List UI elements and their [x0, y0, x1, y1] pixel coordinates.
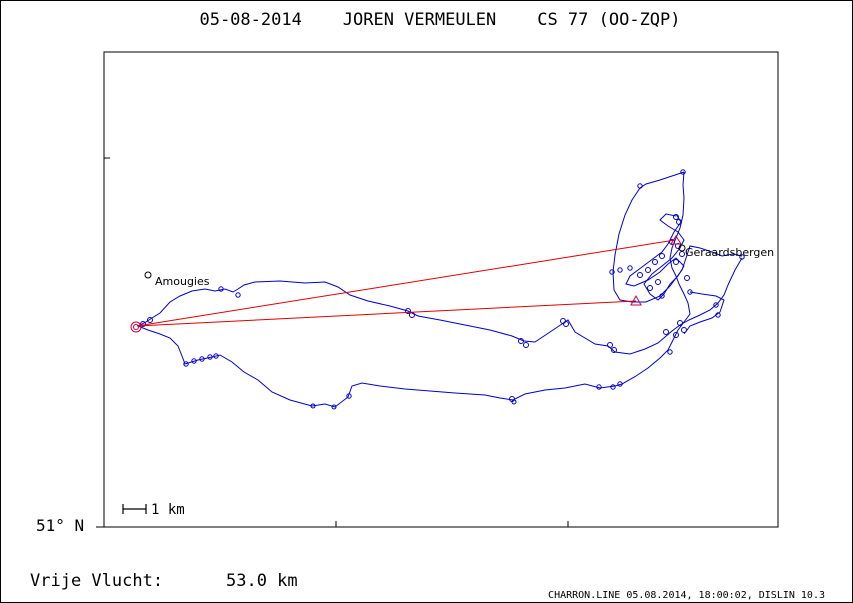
credits: CHARRON.LINE 05.08.2014, 18:00:02, DISLI…	[548, 590, 825, 601]
distance-label: Vrije Vlucht:	[30, 571, 163, 591]
place-marker	[144, 271, 152, 279]
distance-value: 53.0 km	[226, 571, 298, 591]
track-west-loop	[612, 171, 743, 303]
flight-track	[137, 171, 743, 408]
track-cluster-scribble	[625, 213, 685, 301]
map-title: 05-08-2014 JOREN VERMEULEN CS 77 (OO-ZQP…	[199, 10, 680, 30]
start-turnpoint	[130, 321, 142, 333]
place-label: Amougies	[155, 275, 210, 288]
scale-label: 1 km	[151, 502, 185, 518]
track-main-loop	[137, 257, 743, 355]
place-label: Geraardsbergen	[685, 246, 774, 259]
place-amougies: Amougies	[144, 271, 210, 288]
task-lines	[136, 239, 676, 327]
track-southeast-spur	[683, 291, 725, 335]
place-marker	[678, 244, 686, 252]
thermal-circles	[140, 169, 745, 410]
map-frame	[103, 51, 779, 528]
latitude-label: 51° N	[36, 516, 84, 535]
turnpoint-triangle	[670, 235, 682, 245]
turnpoint-markers	[130, 235, 682, 333]
place-geraardsbergen: Geraardsbergen	[678, 244, 774, 259]
frame-ticks	[96, 157, 569, 528]
scale-bar: 1 km	[122, 502, 185, 518]
turnpoint-triangle	[630, 294, 642, 306]
